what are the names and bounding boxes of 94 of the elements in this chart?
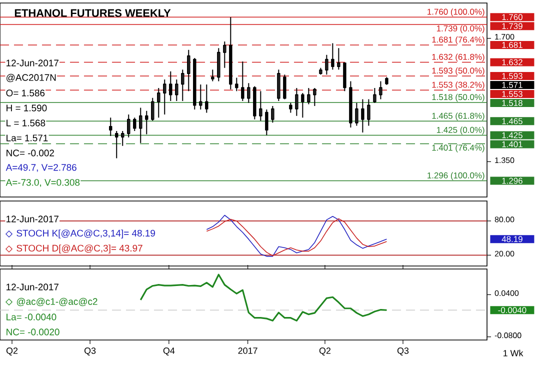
candlestick xyxy=(199,84,202,110)
text: 1.681 xyxy=(502,42,522,48)
candlestick xyxy=(241,61,244,102)
candlestick xyxy=(108,117,112,136)
candlestick xyxy=(157,88,160,118)
text: 1.425 xyxy=(502,132,522,138)
candlestick xyxy=(373,88,376,104)
candlestick xyxy=(307,88,310,105)
candlestick xyxy=(193,58,196,110)
annotation: H = 1.590 xyxy=(6,104,47,112)
candlestick xyxy=(295,88,298,116)
ref-line-label: 1.465 (61.8%) xyxy=(432,112,484,120)
text: 1.760 xyxy=(502,14,522,20)
annotation: @AC2017N xyxy=(6,74,56,82)
x-tick-label: Q2 xyxy=(319,348,330,356)
candlestick xyxy=(349,80,352,128)
candlestick xyxy=(331,42,334,70)
legend-label: STOCH K[@AC@C,3,14]= 48.19 xyxy=(16,230,155,238)
text: -0.0040 xyxy=(498,307,526,314)
text: 1.632 xyxy=(502,59,522,66)
candlestick xyxy=(139,107,142,144)
candlestick xyxy=(169,70,172,102)
candlestick xyxy=(271,105,274,124)
candlestick xyxy=(114,130,118,159)
candlestick xyxy=(385,76,388,86)
candlestick xyxy=(337,48,340,70)
annotation: 12-Jun-2017 xyxy=(6,284,58,290)
ref-line-label: 1.553 (38.2%) xyxy=(432,82,484,90)
ref-line-label: 1.681 (76.4%) xyxy=(432,36,484,44)
x-tick-label: Q2 xyxy=(6,348,18,356)
candlestick xyxy=(265,109,268,136)
candlestick xyxy=(319,67,322,76)
x-tick-label: 2017 xyxy=(238,348,258,354)
annotation: NC= -0.002 xyxy=(6,150,54,156)
ref-line-label: 1.593 (50.0%) xyxy=(432,67,484,76)
candlestick xyxy=(121,130,124,146)
candlestick xyxy=(361,98,364,133)
candlestick xyxy=(175,79,178,102)
candlestick xyxy=(163,79,166,115)
candlestick xyxy=(313,88,316,106)
ref-line-label: 1.632 (61.8%) xyxy=(432,54,484,62)
x-tick-label: Q4 xyxy=(163,348,175,356)
text: 1.296 xyxy=(502,178,522,184)
text: 1.401 xyxy=(502,141,522,148)
annotation: La= -0.0040 xyxy=(6,314,56,320)
ref-line-label: 1.518 (50.0%) xyxy=(432,94,484,102)
candlestick xyxy=(235,77,238,92)
annotation: 12-Jun-2017 xyxy=(6,216,58,222)
legend-label: STOCH D[@AC@C,3]= 43.97 xyxy=(16,244,142,254)
text: 1.553 xyxy=(502,91,522,98)
annotation: A=49.7, V=2.786 xyxy=(6,164,76,172)
text: 1.739 xyxy=(502,23,522,30)
x-tick-label: Q3 xyxy=(397,348,409,356)
candlestick xyxy=(205,84,208,114)
legend-label: @ac@c1-@ac@c2 xyxy=(16,298,98,306)
x-axis-title: 1 Wk xyxy=(503,350,524,356)
candlestick xyxy=(145,110,148,135)
chart-title: ETHANOL FUTURES WEEKLY xyxy=(14,9,171,17)
candlestick xyxy=(283,74,286,100)
text: 1.571 xyxy=(502,82,522,88)
candlestick xyxy=(379,80,382,100)
annotation: O= 1.586 xyxy=(6,90,45,96)
candlestick xyxy=(187,49,190,92)
candlestick xyxy=(325,54,328,76)
candlestick xyxy=(259,90,262,122)
candlestick xyxy=(289,102,292,114)
x-tick-label: Q3 xyxy=(84,348,96,356)
candlestick xyxy=(181,69,184,102)
candlestick xyxy=(217,48,220,82)
candlestick xyxy=(355,102,358,126)
ref-line-label: 1.296 (100.0%) xyxy=(428,172,484,180)
ref-line-label: 1.401 (76.4%) xyxy=(432,144,484,152)
ref-line-label: 1.760 (100.0%) xyxy=(428,8,484,16)
annotation: NC= -0.0020 xyxy=(6,328,60,336)
line-series xyxy=(140,274,388,322)
candlestick xyxy=(277,69,280,102)
candlestick xyxy=(343,62,346,92)
candlestick xyxy=(229,16,232,90)
text: 48.19 xyxy=(502,236,522,242)
annotation: 12-Jun-2017 xyxy=(6,60,58,66)
text: 1.465 xyxy=(502,118,522,124)
annotation: A=-73.0, V=0.308 xyxy=(6,179,80,187)
annotation: La= 1.571 xyxy=(6,134,48,142)
ref-line-label: 1.739 (0.0%) xyxy=(436,25,484,34)
candlestick xyxy=(223,40,226,68)
candlestick xyxy=(253,86,256,120)
text: 1.518 xyxy=(502,100,522,106)
candlestick xyxy=(301,92,304,118)
annotation: L = 1.568 xyxy=(6,120,46,126)
candlestick xyxy=(367,98,370,126)
candlestick xyxy=(247,82,250,104)
text: 1.593 xyxy=(502,73,522,80)
ref-line-label: 1.425 (0.0%) xyxy=(436,126,484,135)
candlestick xyxy=(211,69,214,82)
